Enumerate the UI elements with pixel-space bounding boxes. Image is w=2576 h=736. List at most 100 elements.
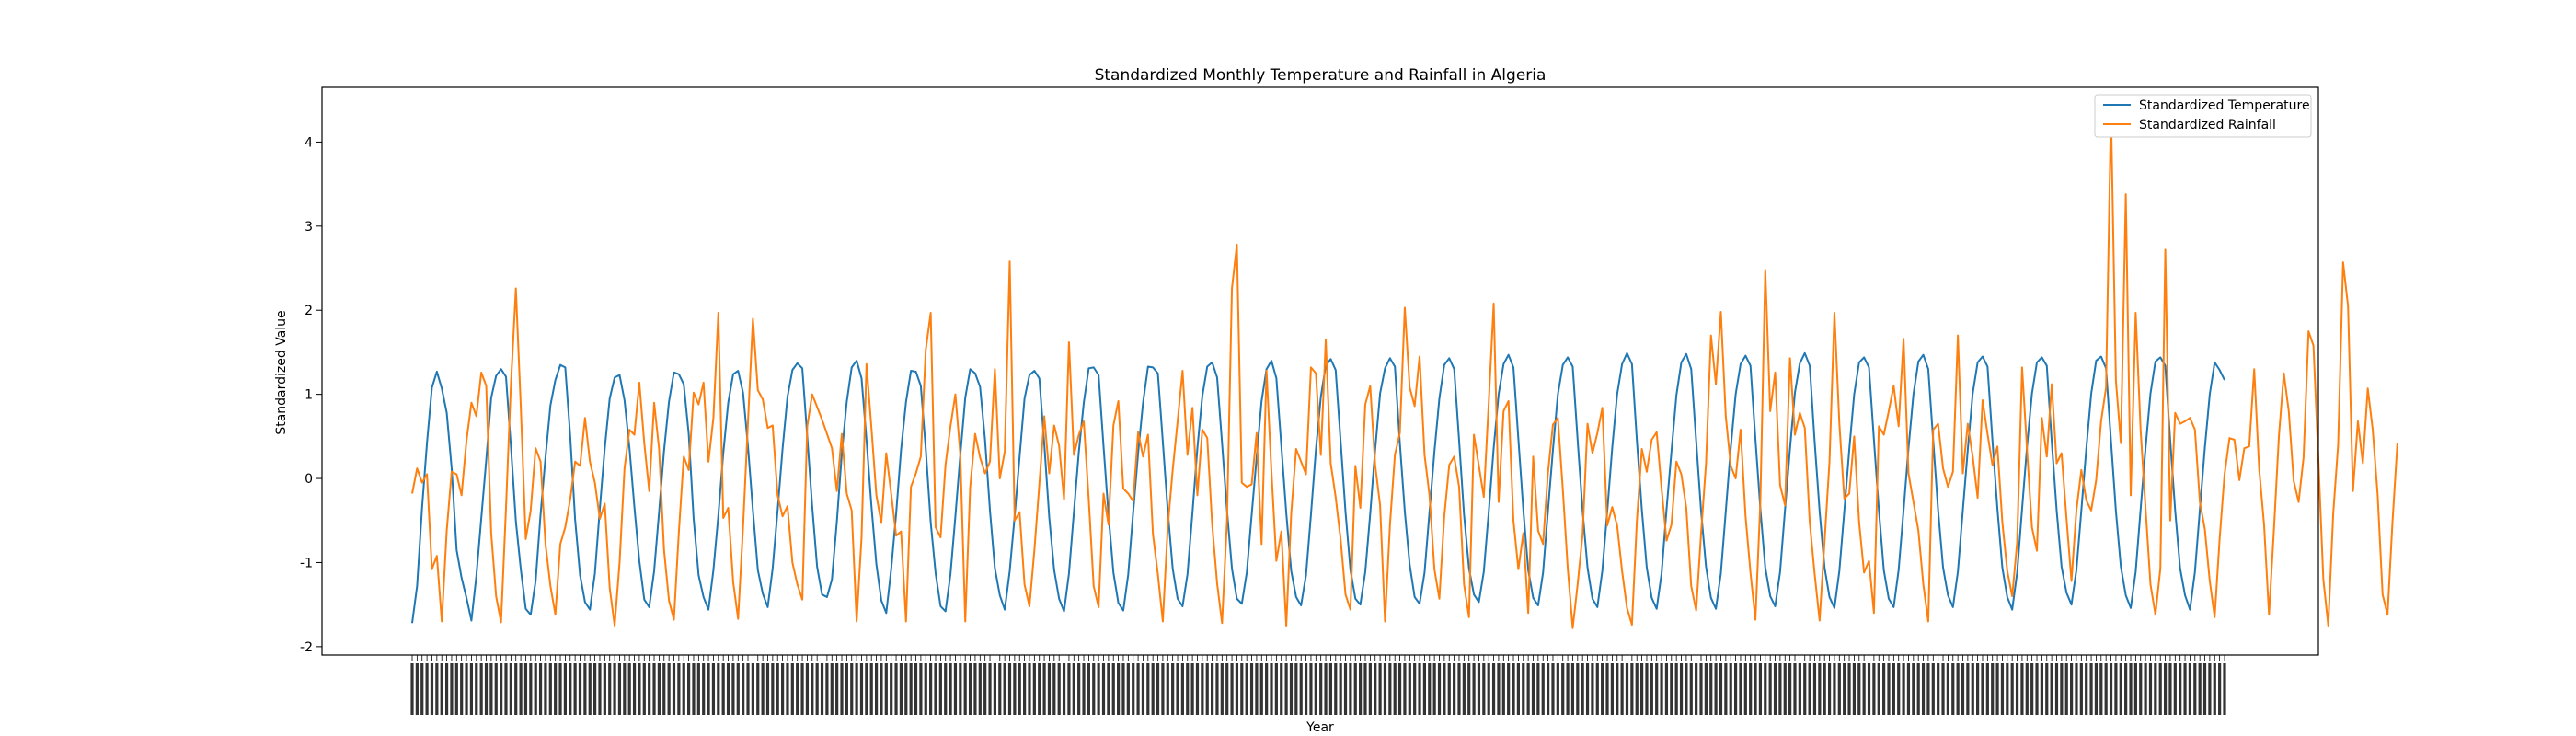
x-tick-label-glyph xyxy=(1585,663,1590,715)
x-tick-label-glyph xyxy=(2000,663,2005,715)
x-tick-label-glyph xyxy=(865,663,868,715)
x-tick-label-glyph xyxy=(1324,663,1328,715)
x-tick-label-glyph xyxy=(880,663,883,715)
x-tick-label-glyph xyxy=(1857,663,1861,715)
x-tick-label-glyph xyxy=(1937,663,1940,715)
x-tick-label-glyph xyxy=(1576,663,1580,715)
x-tick-label-glyph xyxy=(1595,663,1599,715)
x-tick-label-glyph xyxy=(1655,663,1659,715)
x-tick-label-glyph xyxy=(444,663,449,715)
x-tick-label-glyph xyxy=(623,663,627,715)
x-tick-label-glyph xyxy=(1328,663,1333,715)
x-tick-label-glyph xyxy=(1443,663,1446,715)
y-tick-label: 2 xyxy=(305,304,313,318)
x-tick-label-glyph xyxy=(924,663,927,715)
x-tick-label-glyph xyxy=(830,663,834,715)
x-tick-label-glyph xyxy=(731,663,735,715)
x-tick-label-glyph xyxy=(2163,663,2168,715)
x-tick-label-glyph xyxy=(2099,663,2103,715)
x-tick-label-glyph xyxy=(726,663,730,715)
x-tick-label-glyph xyxy=(1289,663,1294,715)
x-tick-label-glyph xyxy=(978,663,982,715)
x-tick-label-glyph xyxy=(1072,663,1075,715)
x-tick-label-glyph xyxy=(509,663,512,715)
x-tick-label-glyph xyxy=(1754,663,1757,715)
x-tick-label-glyph xyxy=(2144,663,2147,715)
x-tick-label-glyph xyxy=(1491,663,1496,715)
x-tick-label-glyph xyxy=(2040,663,2043,715)
x-tick-label-glyph xyxy=(1013,663,1017,715)
x-tick-label-glyph xyxy=(1803,663,1807,715)
x-tick-label-glyph xyxy=(2133,663,2137,715)
y-tick-label: 1 xyxy=(305,388,313,403)
x-tick-label-glyph xyxy=(2158,663,2162,715)
x-tick-label-glyph xyxy=(707,663,710,715)
y-tick-label: 0 xyxy=(305,472,313,487)
y-tick-label: -1 xyxy=(300,556,313,570)
x-tick-label-glyph xyxy=(1126,663,1130,715)
x-tick-label-glyph xyxy=(1205,663,1209,715)
x-tick-label-glyph xyxy=(1719,663,1723,715)
x-tick-label-glyph xyxy=(859,663,864,715)
x-tick-label-glyph xyxy=(1699,663,1703,715)
x-tick-label-glyph xyxy=(657,663,661,715)
x-tick-label-glyph xyxy=(1516,663,1520,715)
x-tick-label-glyph xyxy=(514,663,518,715)
x-tick-label-glyph xyxy=(1773,663,1777,715)
x-tick-label-glyph xyxy=(1319,663,1323,715)
x-tick-label-glyph xyxy=(2054,663,2059,715)
x-tick-label-glyph xyxy=(1946,663,1950,715)
x-tick-label-glyph xyxy=(742,663,745,715)
x-tick-label-glyph xyxy=(1230,663,1234,715)
x-tick-label-glyph xyxy=(800,663,804,715)
x-tick-label-glyph xyxy=(1028,663,1031,715)
x-tick-label-glyph xyxy=(2124,663,2128,715)
x-tick-label-glyph xyxy=(1966,663,1970,715)
x-tick-label-glyph xyxy=(1447,663,1451,715)
x-tick-label-glyph xyxy=(648,663,651,715)
x-tick-label-glyph xyxy=(1215,663,1219,715)
x-tick-label-glyph xyxy=(1912,663,1915,715)
x-tick-label-glyph xyxy=(1837,663,1841,715)
x-tick-label-glyph xyxy=(1220,663,1224,715)
x-tick-label-glyph xyxy=(1418,663,1421,715)
x-tick-label-glyph xyxy=(583,663,587,715)
x-tick-label-glyph xyxy=(1038,663,1041,715)
x-tick-label-glyph xyxy=(1610,663,1614,715)
x-tick-label-glyph xyxy=(672,663,676,715)
x-tick-label-glyph xyxy=(608,663,612,715)
x-tick-label-glyph xyxy=(751,663,754,715)
x-tick-label-glyph xyxy=(1062,663,1066,715)
x-tick-label-glyph xyxy=(1363,663,1367,715)
x-tick-label-glyph xyxy=(796,663,799,715)
x-tick-label-glyph xyxy=(1186,663,1190,715)
x-tick-label-glyph xyxy=(1067,663,1071,715)
x-tick-label-glyph xyxy=(617,663,622,715)
x-tick-label-glyph xyxy=(2045,663,2049,715)
x-tick-label-glyph xyxy=(469,663,474,715)
x-tick-label-glyph xyxy=(415,663,419,715)
x-tick-label-glyph xyxy=(544,663,547,715)
x-tick-label-glyph xyxy=(1931,663,1935,715)
x-tick-label-glyph xyxy=(1818,663,1822,715)
x-tick-label-glyph xyxy=(1097,663,1100,715)
x-tick-label-glyph xyxy=(1581,663,1584,715)
x-tick-label-glyph xyxy=(1393,663,1397,715)
x-tick-label-glyph xyxy=(993,663,997,715)
x-tick-label-glyph xyxy=(2006,663,2009,715)
x-tick-label-glyph xyxy=(662,663,666,715)
x-tick-label-glyph xyxy=(2208,663,2212,715)
x-tick-label-glyph xyxy=(519,663,523,715)
x-tick-label-glyph xyxy=(1018,663,1021,715)
x-tick-label-glyph xyxy=(1674,663,1678,715)
x-tick-label-glyph xyxy=(1117,663,1121,715)
x-tick-label-glyph xyxy=(765,663,770,715)
x-tick-label-glyph xyxy=(825,663,829,715)
x-tick-label-glyph xyxy=(1867,663,1871,715)
x-tick-label-glyph xyxy=(1408,663,1411,715)
x-tick-label-glyph xyxy=(1733,663,1738,715)
x-tick-label-glyph xyxy=(1764,663,1767,715)
plot-frame xyxy=(321,86,2319,656)
x-tick-label-glyph xyxy=(840,663,844,715)
x-tick-label-glyph xyxy=(1882,663,1886,715)
